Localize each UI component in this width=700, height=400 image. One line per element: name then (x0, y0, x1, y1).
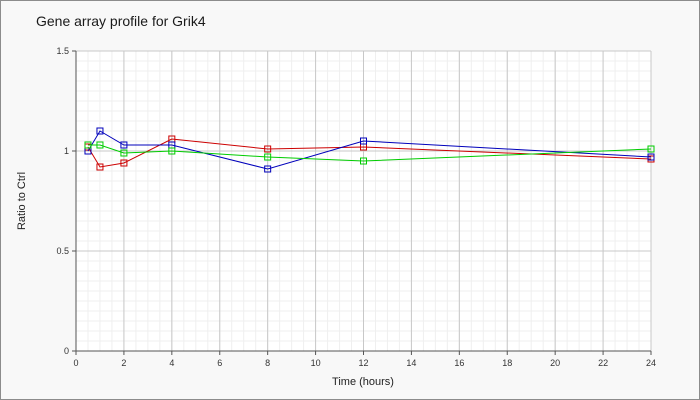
data-point-marker (120, 149, 128, 157)
x-tick-label: 16 (454, 358, 464, 368)
series-layer (84, 127, 655, 173)
x-tick-label: 6 (217, 358, 222, 368)
data-series (84, 141, 655, 165)
data-point-marker (647, 153, 655, 161)
data-series (84, 127, 655, 173)
series-line (87, 130, 652, 170)
data-point-marker (264, 145, 272, 153)
x-tick-label: 4 (169, 358, 174, 368)
x-tick-label: 14 (406, 358, 416, 368)
x-tick-label: 10 (311, 358, 321, 368)
data-point-marker (120, 159, 128, 167)
x-tick-label: 22 (598, 358, 608, 368)
y-tick-label: 0 (64, 346, 69, 356)
data-point-marker (647, 145, 655, 153)
y-tick-labels: 0 0.5 1 1.5 (56, 46, 76, 356)
x-tick-label: 2 (121, 358, 126, 368)
y-tick-label: 1 (64, 146, 69, 156)
x-tick-label: 20 (550, 358, 560, 368)
y-axis-title: Ratio to Ctrl (16, 172, 28, 230)
data-point-marker (264, 165, 272, 173)
data-point-marker (96, 141, 104, 149)
data-point-marker (264, 153, 272, 161)
series-line (87, 138, 652, 168)
data-point-marker (360, 137, 367, 145)
data-point-marker (84, 141, 92, 149)
data-point-marker (120, 141, 128, 149)
x-tick-label: 12 (358, 358, 368, 368)
series-line (88, 144, 652, 162)
y-tick-label: 1.5 (56, 46, 69, 56)
x-tick-label: 24 (646, 358, 656, 368)
data-point-marker (360, 157, 367, 165)
data-point-marker (96, 127, 104, 135)
x-tick-labels: 0 2 4 6 8 10 12 14 16 18 20 22 24 (73, 351, 656, 368)
data-point-marker (96, 163, 104, 171)
x-tick-label: 0 (73, 358, 78, 368)
x-tick-label: 18 (502, 358, 512, 368)
chart-title: Gene array profile for Grik4 (36, 13, 206, 29)
x-tick-label: 8 (265, 358, 270, 368)
x-axis-title: Time (hours) (332, 376, 394, 388)
y-tick-label: 0.5 (56, 246, 69, 256)
data-point-marker (168, 147, 176, 155)
